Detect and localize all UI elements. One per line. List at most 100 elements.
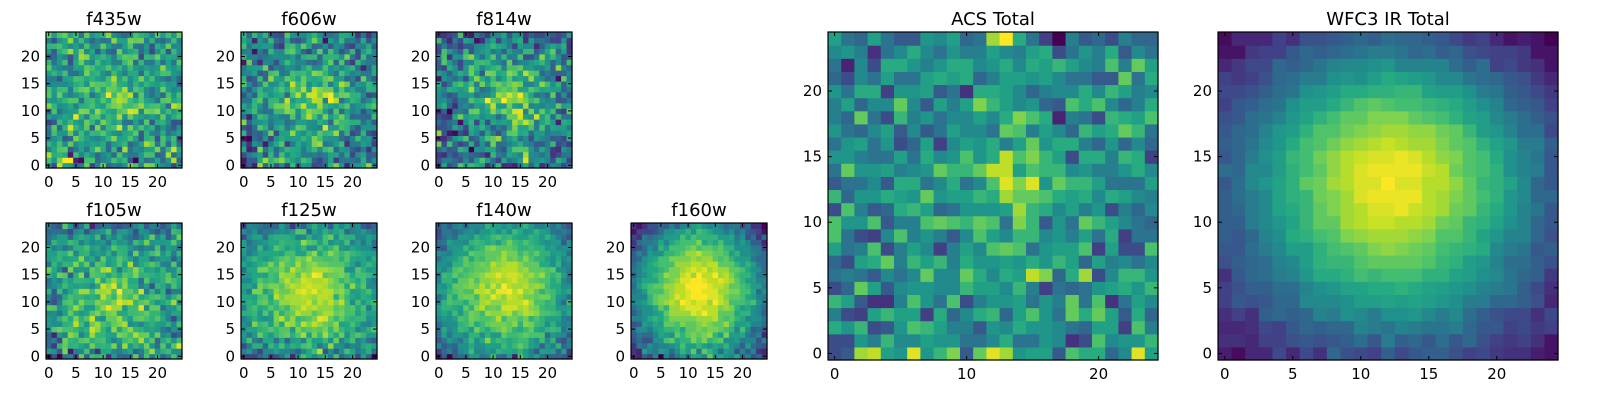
heatmap-cell: [960, 333, 974, 348]
heatmap-cell: [73, 261, 80, 268]
heatmap-cell: [349, 337, 356, 344]
heatmap-cell: [907, 255, 921, 269]
heatmap-cell: [946, 32, 961, 46]
heatmap-cell: [366, 135, 373, 142]
heatmap-cell: [728, 304, 735, 311]
heatmap-cell: [251, 37, 258, 44]
heatmap-cell: [127, 239, 134, 246]
heatmap-cell: [268, 244, 275, 251]
heatmap-cell: [94, 228, 101, 235]
heatmap-cell: [295, 310, 302, 317]
heatmap-cell: [501, 353, 508, 360]
heatmap-cell: [344, 119, 351, 126]
heatmap-cell: [441, 261, 448, 268]
heatmap-cell: [56, 135, 63, 142]
heatmap-cell: [474, 75, 481, 82]
heatmap-cell: [355, 353, 362, 360]
heatmap-cell: [344, 86, 351, 93]
heatmap-cell: [533, 146, 540, 153]
heatmap-cell: [67, 244, 74, 251]
heatmap-cell: [89, 271, 96, 278]
heatmap-cell: [149, 223, 156, 230]
heatmap-cell: [550, 288, 557, 295]
heatmap-cell: [1131, 333, 1146, 348]
x-tick-label: 10: [484, 173, 503, 191]
heatmap-cell: [555, 282, 562, 289]
heatmap-cell: [306, 151, 313, 158]
heatmap-cell: [251, 348, 258, 355]
heatmap-cell: [539, 70, 546, 77]
heatmap-cell: [528, 304, 535, 311]
heatmap-cell: [100, 113, 107, 120]
heatmap-cell: [867, 58, 882, 72]
heatmap-cell: [322, 124, 329, 131]
heatmap-cell: [289, 342, 296, 349]
heatmap-cell: [463, 37, 470, 44]
heatmap-cell: [490, 75, 497, 82]
heatmap-cell: [295, 42, 302, 49]
heatmap-cell: [127, 315, 134, 322]
heatmap-cell: [241, 310, 248, 317]
heatmap-cell: [533, 353, 540, 360]
heatmap-cell: [484, 59, 491, 66]
heatmap-cell: [745, 299, 752, 306]
heatmap-cell: [528, 250, 535, 257]
heatmap-cell: [295, 266, 302, 273]
heatmap-cell: [360, 37, 367, 44]
x-tick-label: 15: [511, 173, 530, 191]
heatmap-cell: [289, 244, 296, 251]
heatmap-cell: [561, 129, 568, 136]
heatmap-cell: [894, 176, 908, 191]
heatmap-cell: [295, 157, 302, 164]
heatmap-cell: [528, 223, 535, 230]
heatmap-cell: [533, 140, 540, 147]
heatmap-cell: [160, 282, 167, 289]
heatmap-cell: [94, 113, 101, 120]
heatmap-cell: [457, 282, 464, 289]
heatmap-cell: [160, 244, 167, 251]
heatmap-cell: [111, 288, 118, 295]
heatmap-cell: [349, 146, 356, 153]
heatmap-cell: [311, 108, 318, 115]
heatmap-cell: [566, 255, 573, 262]
heatmap-cell: [452, 271, 459, 278]
heatmap-cell: [111, 151, 118, 158]
heatmap-cell: [116, 70, 123, 77]
x-tick-label: 0: [239, 173, 249, 191]
heatmap-cell: [311, 353, 318, 360]
heatmap-cell: [506, 70, 513, 77]
heatmap-cell: [257, 250, 264, 257]
heatmap-cell: [474, 223, 481, 230]
heatmap-cell: [344, 135, 351, 142]
heatmap-cell: [523, 119, 530, 126]
heatmap-cell: [854, 123, 869, 138]
heatmap-cell: [517, 108, 524, 115]
heatmap-cell: [867, 163, 882, 177]
heatmap-cell: [94, 102, 101, 109]
heatmap-cell: [349, 228, 356, 235]
heatmap-cell: [484, 97, 491, 104]
heatmap-cell: [501, 129, 508, 136]
heatmap-cell: [338, 271, 345, 278]
heatmap-cell: [457, 304, 464, 311]
heatmap-cell: [306, 255, 313, 262]
heatmap-cell: [854, 58, 869, 72]
x-tick-label: 20: [1089, 365, 1108, 383]
heatmap-cell: [512, 320, 519, 327]
heatmap-cell: [89, 304, 96, 311]
heatmap-cell: [111, 331, 118, 338]
heatmap-cell: [360, 337, 367, 344]
heatmap-cell: [999, 320, 1014, 335]
heatmap-cell: [528, 326, 535, 333]
heatmap-cell: [631, 337, 638, 344]
heatmap-cell: [100, 146, 107, 153]
heatmap-cell: [712, 342, 719, 349]
heatmap-cell: [56, 119, 63, 126]
heatmap-cell: [501, 223, 508, 230]
heatmap-cell: [484, 223, 491, 230]
heatmap-cell: [160, 129, 167, 136]
heatmap-cell: [652, 353, 659, 360]
heatmap-cell: [701, 337, 708, 344]
heatmap-cell: [468, 70, 475, 77]
heatmap-cell: [279, 151, 286, 158]
